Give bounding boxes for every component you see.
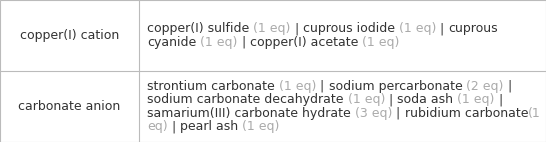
Text: |: | (436, 22, 449, 35)
Text: (2 eq): (2 eq) (462, 80, 504, 93)
Text: (1 eq): (1 eq) (197, 36, 238, 49)
Text: (1 eq): (1 eq) (275, 80, 316, 93)
Text: (1 eq): (1 eq) (344, 93, 385, 106)
Text: (1 eq): (1 eq) (359, 36, 400, 49)
Text: samarium(III) carbonate hydrate: samarium(III) carbonate hydrate (147, 107, 351, 120)
Text: |: | (495, 93, 507, 106)
Text: cyanide: cyanide (147, 36, 197, 49)
Text: carbonate anion: carbonate anion (19, 100, 121, 113)
Text: cuprous: cuprous (449, 22, 498, 35)
Text: strontium carbonate: strontium carbonate (147, 80, 275, 93)
Text: eq): eq) (147, 120, 168, 133)
Text: |: | (238, 36, 250, 49)
Text: (3 eq): (3 eq) (351, 107, 393, 120)
Text: |: | (168, 120, 180, 133)
Text: |: | (385, 93, 397, 106)
Text: rubidium carbonate: rubidium carbonate (405, 107, 528, 120)
Text: soda ash: soda ash (397, 93, 453, 106)
Text: |: | (393, 107, 405, 120)
Text: pearl ash: pearl ash (180, 120, 238, 133)
Text: (1 eq): (1 eq) (453, 93, 495, 106)
Text: sodium carbonate decahydrate: sodium carbonate decahydrate (147, 93, 344, 106)
Text: copper(I) acetate: copper(I) acetate (250, 36, 359, 49)
Text: (1 eq): (1 eq) (238, 120, 280, 133)
Text: (1 eq): (1 eq) (250, 22, 291, 35)
Text: copper(I) sulfide: copper(I) sulfide (147, 22, 250, 35)
Text: |: | (316, 80, 329, 93)
Text: (1 eq): (1 eq) (395, 22, 436, 35)
Text: |: | (291, 22, 303, 35)
Text: |: | (504, 80, 516, 93)
Text: sodium percarbonate: sodium percarbonate (329, 80, 462, 93)
Text: (1: (1 (528, 107, 541, 120)
Text: cuprous iodide: cuprous iodide (303, 22, 395, 35)
Text: copper(I) cation: copper(I) cation (20, 29, 119, 42)
